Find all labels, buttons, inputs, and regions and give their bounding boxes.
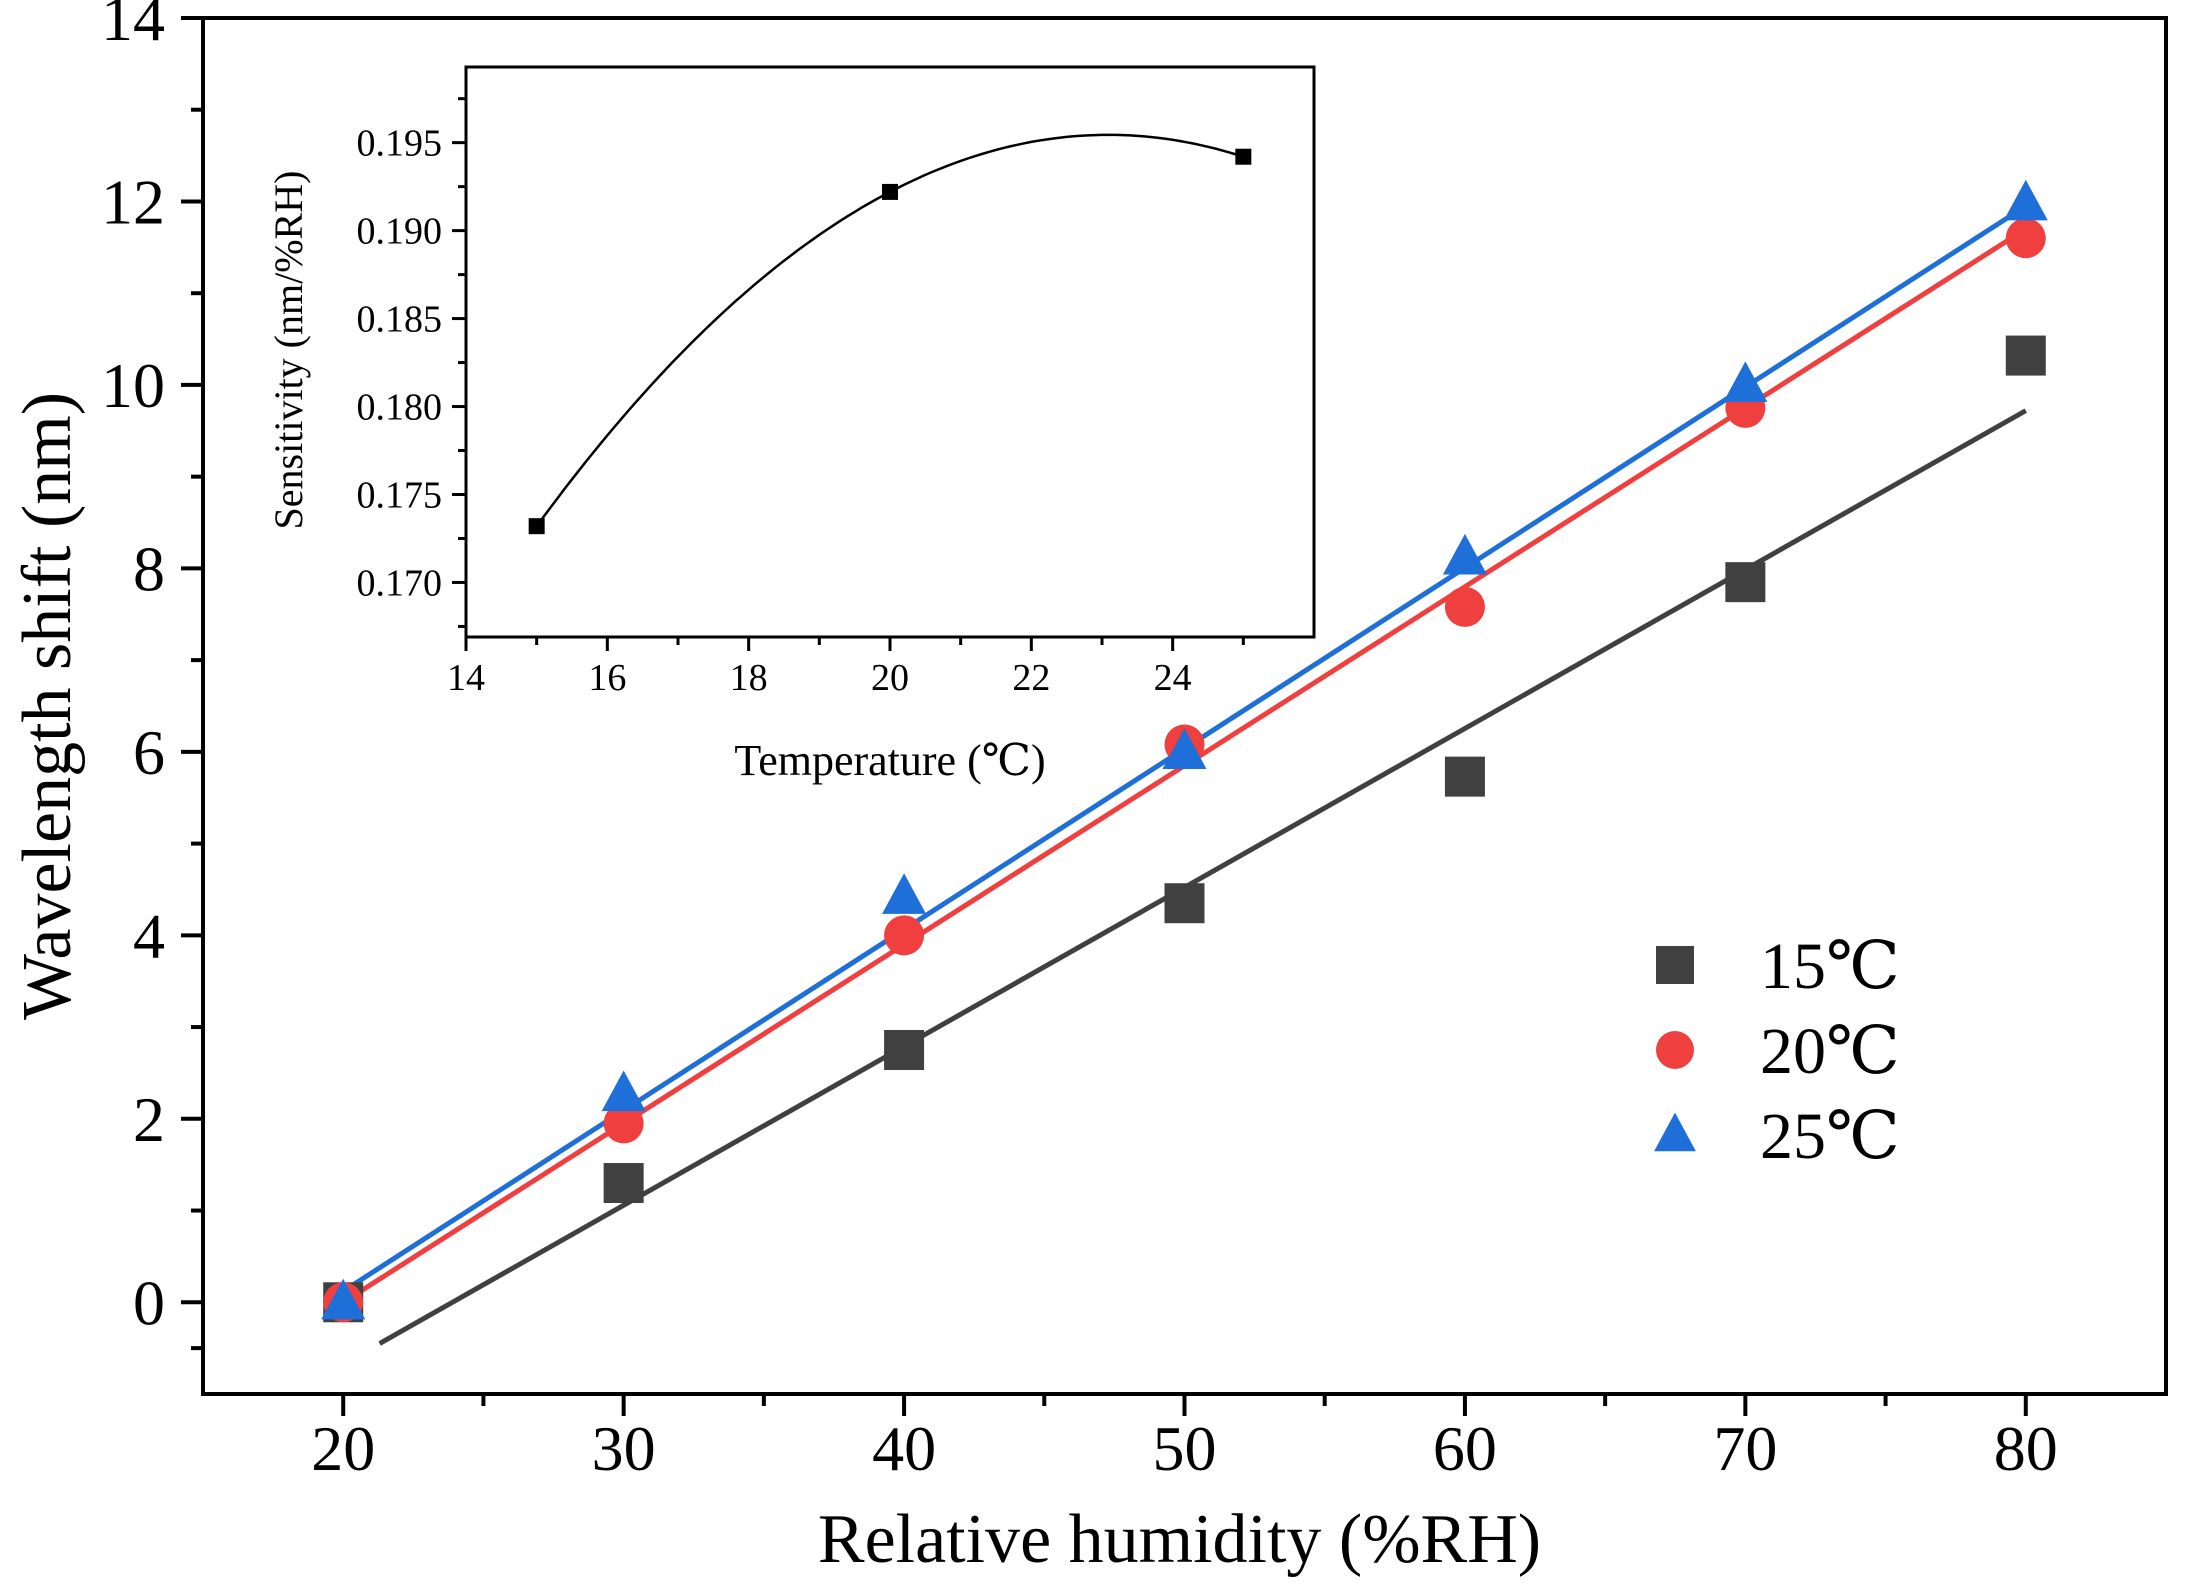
data-point-square	[603, 1163, 644, 1204]
legend-label: 15℃	[1760, 930, 1900, 1003]
data-point-triangle	[601, 1070, 646, 1112]
inset-y-tick-label: 0.180	[357, 387, 443, 429]
x-tick-label: 80	[1994, 1413, 2058, 1484]
data-point-triangle	[1442, 533, 1487, 575]
data-point-square	[2005, 335, 2046, 376]
main-plot-area	[321, 179, 2048, 1346]
x-tick-label: 20	[311, 1413, 375, 1484]
x-tick-label: 50	[1153, 1413, 1217, 1484]
inset-data-point	[882, 183, 898, 200]
y-tick-label: 2	[133, 1084, 165, 1155]
y-tick-label: 4	[133, 900, 165, 971]
legend-label: 25℃	[1760, 1100, 1900, 1173]
inset-y-tick-label: 0.170	[357, 562, 443, 604]
inset-y-axis-title: Sensitivity (nm/%RH)	[266, 171, 311, 530]
inset-x-axis-title: Temperature (℃)	[734, 736, 1045, 785]
data-point-triangle	[1723, 361, 1768, 403]
data-point-circle	[2005, 218, 2046, 259]
inset-chart: 14 16 18 20 22 24 0.170 0.175 0.180 0.185 0.190 0.1…	[266, 65, 1316, 785]
x-tick-label: 40	[872, 1413, 936, 1484]
x-axis-title: Relative humidity (%RH)	[818, 1501, 1541, 1578]
inset-x-tick-label: 16	[588, 657, 626, 699]
inset-x-tick-label: 24	[1154, 657, 1192, 699]
inset-y-tick-label: 0.175	[357, 475, 443, 517]
y-tick-label: 12	[101, 166, 165, 237]
data-point-square	[884, 1030, 925, 1070]
inset-data-point	[1235, 148, 1252, 165]
main-legend: 15℃ 20℃ 25℃	[1654, 930, 1900, 1173]
x-tick-label: 60	[1433, 1413, 1497, 1484]
data-point-circle	[1444, 586, 1485, 627]
legend-marker-square	[1656, 946, 1694, 984]
x-tick-label: 30	[592, 1413, 656, 1484]
data-point-triangle	[882, 873, 927, 914]
inset-x-tick-label: 18	[730, 657, 768, 699]
inset-x-tick-label: 22	[1012, 657, 1050, 699]
y-tick-label: 0	[133, 1267, 165, 1338]
inset-data-point	[528, 518, 545, 535]
y-tick-label: 8	[133, 533, 165, 604]
data-point-circle	[603, 1103, 644, 1144]
data-point-square	[1164, 883, 1205, 924]
y-tick-label: 6	[133, 717, 165, 788]
y-tick-label: 10	[101, 350, 165, 421]
y-tick-label: 14	[101, 0, 165, 54]
data-point-circle	[884, 915, 925, 956]
inset-x-tick-label: 14	[447, 657, 485, 699]
data-point-triangle	[1162, 728, 1207, 769]
data-point-square	[1725, 562, 1766, 603]
data-point-triangle	[2003, 179, 2048, 221]
inset-y-tick-label: 0.185	[357, 299, 443, 341]
legend-marker-triangle	[1654, 1112, 1696, 1152]
inset-y-tick-label: 0.195	[357, 123, 443, 165]
inset-y-tick-label: 0.190	[357, 211, 443, 253]
x-tick-label: 70	[1713, 1413, 1777, 1484]
y-axis-title: Wavelength shift (nm)	[9, 392, 86, 1020]
legend-marker-circle	[1656, 1031, 1694, 1069]
data-point-square	[1444, 756, 1485, 797]
legend-label: 20℃	[1760, 1015, 1900, 1088]
data-point-triangle	[321, 1278, 366, 1320]
inset-x-tick-label: 20	[871, 657, 909, 699]
inset-plot-frame	[464, 65, 1316, 639]
